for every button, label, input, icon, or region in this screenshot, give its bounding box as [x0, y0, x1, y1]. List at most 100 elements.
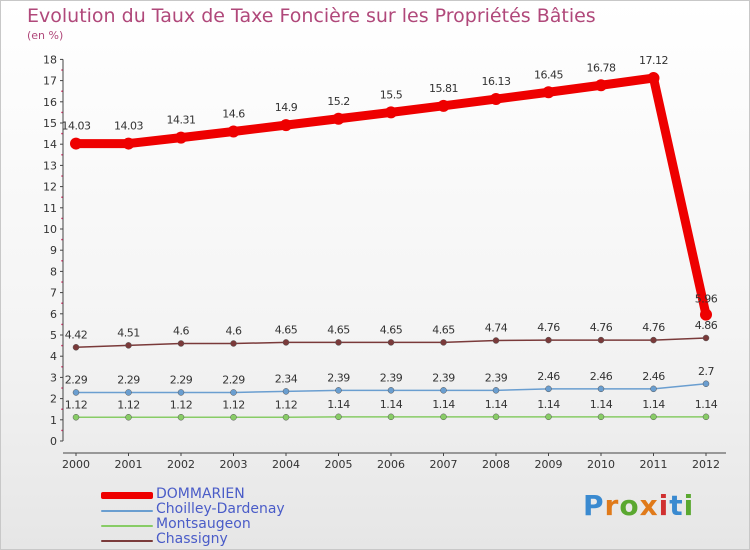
data-point [437, 99, 450, 112]
data-point [122, 137, 135, 150]
chart-title: Evolution du Taux de Taxe Foncière sur l… [27, 5, 596, 27]
x-tick-label: 2012 [692, 458, 720, 471]
data-label: 14.6 [222, 107, 245, 120]
legend-swatch-chassigny [101, 540, 153, 542]
y-tick-label: 7 [50, 287, 57, 300]
logo-letter: x [639, 489, 659, 522]
data-label: 16.45 [534, 68, 563, 81]
data-label: 4.74 [485, 322, 508, 335]
y-tick-label: 11 [43, 202, 57, 215]
data-point [175, 131, 187, 144]
data-point [542, 86, 555, 99]
data-point [595, 79, 607, 92]
data-label: 4.76 [642, 321, 665, 334]
y-minor-tick [61, 281, 63, 283]
data-point [440, 339, 447, 346]
data-point [492, 387, 500, 394]
data-point [647, 72, 660, 85]
data-point [177, 389, 185, 396]
data-label: 2.39 [327, 371, 350, 384]
data-point [700, 308, 712, 321]
logo-letter: P [583, 489, 605, 522]
data-point [72, 414, 80, 421]
x-tick-label: 2008 [482, 458, 510, 471]
legend-label: Chassigny [156, 531, 228, 547]
x-tick-label: 2005 [325, 458, 353, 471]
y-tick-label: 9 [50, 244, 57, 257]
y-minor-tick [61, 408, 63, 411]
data-label: 2.46 [590, 370, 613, 383]
data-point [702, 413, 710, 421]
y-minor-tick [61, 154, 63, 156]
data-label: 4.65 [380, 323, 403, 336]
data-point [492, 337, 500, 344]
x-tick-label: 2003 [220, 458, 248, 471]
data-label: 4.6 [173, 324, 189, 337]
data-point [125, 414, 132, 421]
data-label: 15.2 [327, 95, 350, 108]
data-point [650, 385, 657, 393]
data-point [597, 385, 605, 393]
data-point [335, 413, 342, 421]
data-point [72, 344, 80, 351]
y-minor-tick [61, 366, 63, 368]
data-point [385, 106, 397, 119]
data-label: 1.14 [380, 398, 403, 411]
x-tick-label: 2011 [640, 458, 668, 471]
data-point [702, 380, 710, 388]
legend-label: Choilley-Dardenay [156, 501, 285, 517]
y-tick-label: 17 [43, 75, 57, 88]
y-minor-tick [61, 111, 63, 114]
data-label: 4.65 [327, 323, 350, 336]
data-point [387, 387, 395, 394]
data-point [702, 334, 710, 342]
data-label: 2.29 [65, 373, 88, 386]
data-point [227, 125, 240, 138]
data-label: 14.03 [114, 120, 143, 133]
data-label: 4.65 [432, 323, 455, 336]
x-tick-label: 2001 [115, 458, 143, 471]
y-tick-label: 13 [43, 159, 57, 172]
data-label: 1.12 [222, 398, 245, 411]
data-point [387, 339, 395, 346]
data-point [650, 413, 657, 421]
x-tick-label: 2009 [535, 458, 563, 471]
data-label: 2.34 [275, 372, 298, 385]
legend-swatch-choilley-dardenay [101, 510, 153, 512]
x-tick-label: 2006 [377, 458, 405, 471]
legend-label: DOMMARIEN [156, 486, 245, 502]
y-tick-label: 8 [50, 265, 57, 278]
data-label: 16.13 [482, 75, 511, 88]
y-tick-label: 10 [43, 223, 57, 236]
data-label: 1.14 [695, 398, 718, 411]
data-label: 2.29 [170, 373, 193, 386]
logo-letter: i [658, 489, 670, 522]
data-label: 16.78 [587, 61, 616, 74]
y-tick-label: 18 [43, 53, 57, 66]
legend-swatch-montsaugeon [101, 525, 153, 527]
data-point [387, 413, 395, 421]
data-point [490, 93, 502, 106]
data-label: 2.39 [380, 371, 403, 384]
data-point [597, 336, 605, 344]
data-label: 1.14 [537, 398, 560, 411]
data-label: 4.42 [65, 328, 88, 341]
y-minor-tick [61, 238, 63, 241]
data-label: 4.65 [275, 323, 298, 336]
y-minor-tick [61, 344, 63, 347]
data-point [70, 137, 82, 150]
data-label: 1.12 [65, 398, 88, 411]
data-point [177, 414, 185, 421]
data-label: 2.39 [432, 371, 455, 384]
data-point [282, 388, 290, 395]
y-tick-label: 4 [50, 350, 57, 363]
data-label: 4.76 [537, 321, 560, 334]
logo-letter: o [619, 489, 640, 522]
y-tick-label: 14 [43, 138, 57, 151]
data-label: 1.14 [327, 398, 350, 411]
data-label: 2.46 [642, 370, 665, 383]
y-minor-tick [61, 323, 63, 326]
data-label: 1.12 [275, 398, 298, 411]
proxiti-logo: Proxiti [583, 489, 694, 522]
